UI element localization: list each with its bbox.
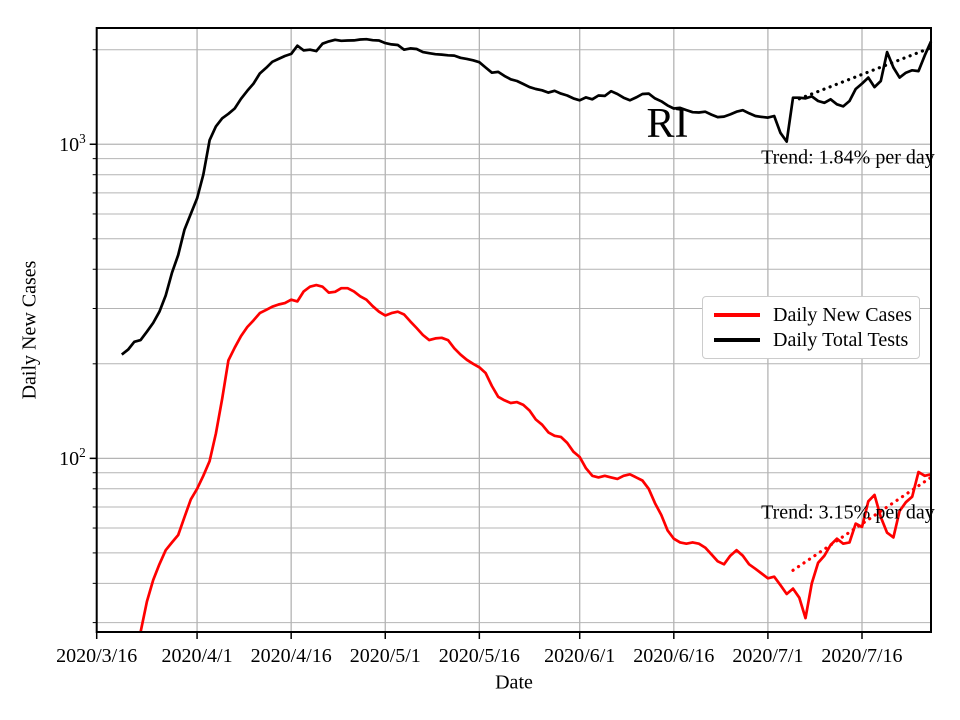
legend-entry-daily-new-cases: Daily New Cases (703, 302, 919, 327)
y-tick-base: 10 (59, 134, 80, 157)
y-tick-label-100: 102 (59, 445, 86, 471)
x-tick-label: 2020/4/1 (161, 645, 233, 667)
x-tick-labels: 2020/3/16 2020/4/1 2020/4/16 2020/5/1 2020/5… (0, 645, 960, 671)
legend-label-daily-total-tests: Daily Total Tests (773, 328, 909, 351)
legend-entry-daily-total-tests: Daily Total Tests (703, 327, 919, 352)
x-axis-label: Date (495, 671, 533, 694)
x-tick-label: 2020/6/1 (544, 645, 616, 667)
legend-label-daily-new-cases: Daily New Cases (773, 303, 912, 326)
black-line-swatch (714, 337, 760, 342)
y-tick-exponent: 2 (79, 445, 86, 461)
tests-trend-annotation: Trend: 1.84% per day (761, 146, 935, 169)
axes-frame (95, 27, 932, 633)
x-tick-label: 2020/3/16 (56, 645, 138, 667)
x-tick-label: 2020/4/16 (250, 645, 332, 667)
legend: Daily New Cases Daily Total Tests (702, 296, 920, 359)
series-daily-total-tests (120, 37, 933, 356)
y-tick-label-1000: 103 (59, 132, 86, 156)
state-annotation: RI (646, 101, 689, 147)
x-tick-label: 2020/5/1 (349, 645, 421, 667)
x-tick-label: 2020/7/16 (821, 645, 903, 667)
x-tick-label: 2020/5/16 (438, 645, 520, 667)
cases-trend-annotation: Trend: 3.15% per day (761, 501, 935, 524)
series-daily-new-cases (139, 283, 932, 633)
series-cases-trend (791, 475, 933, 572)
series-tests-trend (797, 46, 933, 101)
y-axis-label: Daily New Cases (18, 260, 41, 400)
x-tick-label: 2020/6/16 (633, 645, 715, 667)
red-line-swatch (714, 312, 760, 317)
x-tick-label: 2020/7/1 (732, 645, 804, 667)
y-tick-base: 10 (59, 448, 80, 471)
y-tick-exponent: 3 (79, 131, 86, 147)
